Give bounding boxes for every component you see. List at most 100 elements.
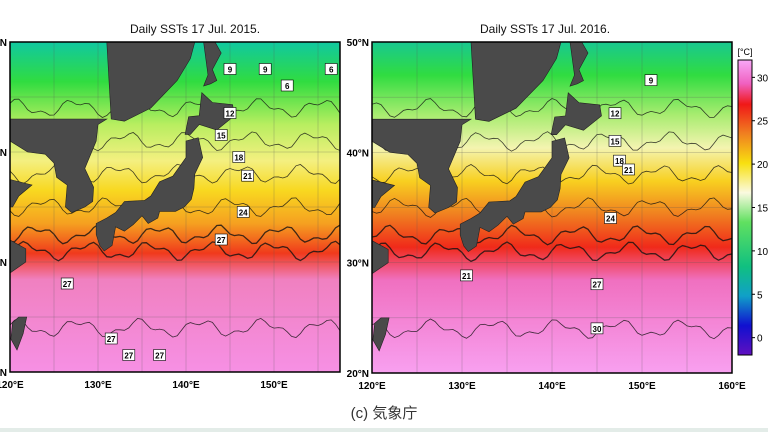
land-mass xyxy=(10,42,196,122)
contour-label: 30 xyxy=(593,325,602,334)
isotherm-contour xyxy=(372,224,732,246)
contour-label: 12 xyxy=(226,110,235,119)
isotherm-contour xyxy=(372,241,732,263)
longitude-label: 120°E xyxy=(358,381,386,392)
colorbar-tick-label: 10 xyxy=(757,247,768,258)
map-title-2015: Daily SSTs 17 Jul. 2015. xyxy=(130,22,261,36)
latitude-label: N xyxy=(0,148,7,159)
contour-label: 9 xyxy=(263,66,268,75)
contour-label-box xyxy=(460,269,473,282)
contour-label-box xyxy=(590,322,604,335)
land-mass xyxy=(10,118,108,213)
contour-label-box xyxy=(241,169,254,182)
map-body xyxy=(10,42,340,372)
contour-label-box xyxy=(644,74,658,86)
contour-label-box xyxy=(104,332,118,345)
colorbar-tick-label: 15 xyxy=(757,204,768,215)
map-title-2016: Daily SSTs 17 Jul. 2016. xyxy=(480,22,611,36)
contour-label: 24 xyxy=(239,209,248,218)
contour-label: 6 xyxy=(329,66,334,75)
isotherm-contour xyxy=(372,318,732,340)
latitude-label: N xyxy=(0,258,7,269)
land-mass xyxy=(569,42,589,87)
contour-label: 24 xyxy=(606,215,615,224)
contour-label: 27 xyxy=(217,236,226,245)
land-mass xyxy=(95,137,204,252)
contour-label-box xyxy=(604,212,617,224)
map-frame xyxy=(9,41,341,373)
land-mass xyxy=(372,118,473,214)
contour-label-box xyxy=(236,206,250,218)
colorbar-tick-label: 5 xyxy=(757,290,763,301)
contour-label-box xyxy=(324,63,338,75)
copyright-credit: (c) 気象庁 xyxy=(350,405,418,422)
land-mass xyxy=(372,42,562,122)
longitude-label: 150°E xyxy=(260,380,288,391)
longitude-label: 130°E xyxy=(84,380,112,391)
longitude-label: 140°E xyxy=(172,380,200,391)
land-mass xyxy=(203,42,222,87)
colorbar-scale xyxy=(737,59,753,356)
contour-label-box xyxy=(60,277,74,290)
contour-label: 27 xyxy=(107,335,116,344)
contour-label-box xyxy=(214,233,228,246)
contour-label: 9 xyxy=(228,66,233,75)
latitude-label: N xyxy=(0,368,7,379)
contour-label: 27 xyxy=(155,352,164,361)
contour-label-box xyxy=(622,163,635,176)
contour-label-box xyxy=(280,79,294,92)
land-mass xyxy=(459,137,570,253)
contour-label-box xyxy=(214,129,228,141)
contour-label: 6 xyxy=(285,82,290,91)
colorbar-tick-label: 20 xyxy=(757,160,768,171)
longitude-label: 120°E xyxy=(0,380,24,391)
footer-band xyxy=(0,428,768,432)
isotherm-contour xyxy=(372,98,732,119)
latitude-label: 40°N xyxy=(347,148,369,159)
land-mass xyxy=(10,316,28,351)
colorbar: [°C] 30 25 20 15 10 5 0 xyxy=(737,47,768,356)
map-body xyxy=(372,42,732,373)
longitude-label: 130°E xyxy=(448,381,476,392)
contour-label-box xyxy=(590,278,604,291)
contour-label: 21 xyxy=(243,172,252,181)
latitude-label: N xyxy=(0,38,7,49)
contour-label: 18 xyxy=(615,157,624,166)
isotherm-contour xyxy=(10,317,340,338)
colorbar-unit: [°C] xyxy=(737,47,752,57)
latitude-label: 20°N xyxy=(347,369,369,380)
longitude-label: 160°E xyxy=(718,381,746,392)
contour-label-box xyxy=(608,135,622,147)
contour-label: 21 xyxy=(462,272,471,281)
longitude-label: 150°E xyxy=(628,381,656,392)
contour-label-box xyxy=(153,349,166,361)
contour-label: 21 xyxy=(624,166,633,175)
contour-label-box xyxy=(223,107,237,119)
map-panel-2015: NNNN120°E130°E140°E150°E9966121518212427… xyxy=(0,38,341,391)
contour-label-box xyxy=(223,63,237,75)
contour-label: 18 xyxy=(234,154,243,163)
isotherm-contour xyxy=(10,240,340,262)
colorbar-tick-label: 0 xyxy=(757,334,763,345)
map-frame xyxy=(371,41,733,374)
contour-label-box xyxy=(122,349,136,361)
land-mass xyxy=(10,179,33,208)
contour-label: 27 xyxy=(63,280,72,289)
isotherm-contour xyxy=(10,223,340,245)
contour-label: 27 xyxy=(593,281,602,290)
land-mass xyxy=(372,240,389,275)
contour-label-box xyxy=(232,151,246,163)
land-mass xyxy=(184,91,235,135)
contour-label: 27 xyxy=(124,352,133,361)
land-mass xyxy=(550,92,602,135)
contour-label-box xyxy=(613,154,626,167)
colorbar-tick-label: 30 xyxy=(757,73,768,84)
land-mass xyxy=(372,317,390,352)
contour-label: 12 xyxy=(611,110,620,119)
contour-label: 15 xyxy=(611,137,620,146)
latitude-label: 50°N xyxy=(347,38,369,49)
isotherm-contour xyxy=(372,197,732,218)
colorbar-tick-label: 25 xyxy=(757,117,768,128)
